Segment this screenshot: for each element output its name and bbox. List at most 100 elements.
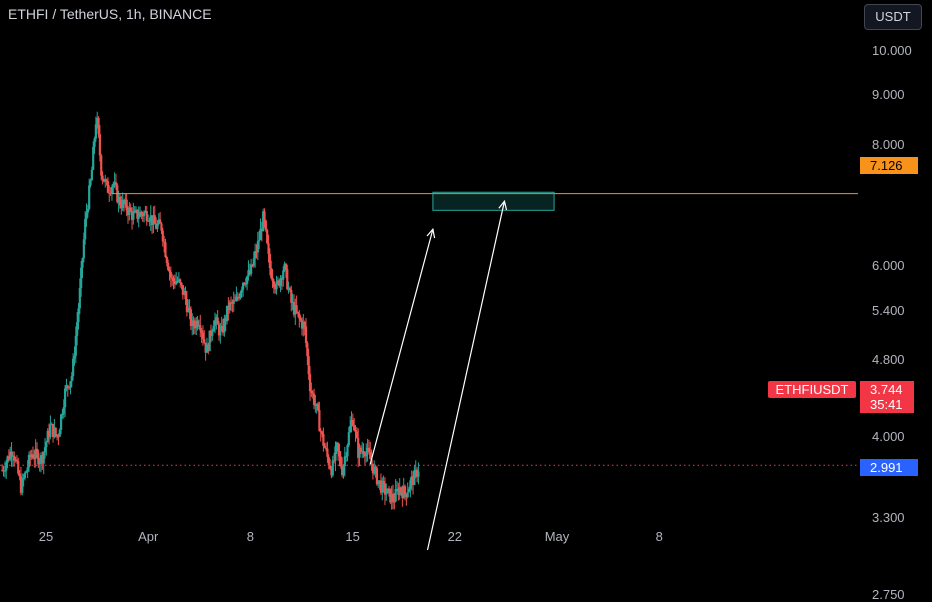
candle-body: [160, 223, 163, 231]
candle-body: [211, 331, 214, 336]
candle-body: [248, 270, 251, 274]
candle-body: [38, 462, 41, 465]
candle-body: [45, 442, 48, 448]
candle-body: [114, 182, 118, 186]
candle-body: [78, 287, 81, 309]
candle-body: [140, 212, 143, 214]
candle-body: [213, 320, 217, 326]
candle-body: [201, 332, 205, 339]
candle-body: [104, 179, 107, 182]
currency-button[interactable]: USDT: [864, 4, 922, 30]
candle-body: [291, 301, 294, 303]
candle-body: [405, 494, 408, 498]
candle-body: [209, 330, 213, 336]
symbol-title: ETHFI / TetherUS, 1h, BINANCE: [8, 6, 212, 22]
candle-body: [417, 471, 420, 477]
candle-body: [136, 209, 139, 219]
candle-body: [1, 470, 4, 472]
candle-body: [399, 487, 403, 492]
candle-body: [233, 300, 237, 302]
candle-body: [37, 452, 40, 465]
candle-body: [334, 446, 337, 461]
candle-body: [394, 489, 397, 502]
candle-body: [105, 179, 108, 182]
candle-body: [268, 253, 271, 269]
candle-body: [88, 185, 91, 209]
candle-body: [109, 192, 112, 194]
candle-body: [61, 413, 64, 415]
candle-body: [15, 459, 19, 462]
candle-body: [101, 175, 104, 180]
candle-body: [124, 199, 127, 205]
candle-body: [203, 338, 206, 343]
time-axis-label: 8: [655, 529, 663, 544]
candle-body: [25, 471, 28, 473]
candle-body: [144, 211, 147, 213]
candle-body: [312, 393, 316, 405]
candle-body: [338, 451, 341, 457]
candle-body: [167, 262, 170, 270]
drawing-overlays-layer: [369, 191, 555, 550]
candle-body: [207, 344, 210, 352]
candle-body: [272, 281, 275, 287]
candle-body: [205, 344, 209, 353]
candle-body: [156, 224, 159, 229]
candle-body: [219, 329, 222, 336]
candle-body: [324, 447, 328, 449]
candle-body: [341, 466, 344, 476]
candle-body: [9, 451, 12, 460]
candle-body: [229, 302, 233, 304]
candle-body: [283, 263, 286, 271]
candle-body: [7, 456, 10, 460]
candle-body: [335, 442, 338, 447]
candle-body: [53, 427, 56, 437]
candle-body: [110, 186, 114, 194]
candle-body: [298, 313, 301, 319]
price-axis-label: 3.300: [872, 510, 905, 526]
candle-body: [310, 391, 313, 393]
candle-body: [181, 285, 184, 295]
candle-body: [176, 280, 179, 282]
candle-body: [295, 305, 298, 312]
candle-body: [175, 281, 178, 285]
candle-body: [23, 472, 27, 478]
candle-body: [97, 117, 100, 135]
price-chart[interactable]: [0, 0, 932, 550]
candle-body: [221, 326, 225, 333]
candle-body: [302, 322, 305, 329]
candle-body: [84, 219, 87, 240]
candle-body: [393, 501, 396, 503]
candle-body: [258, 239, 261, 242]
candle-body: [354, 430, 357, 432]
candle-body: [54, 427, 57, 435]
candle-body: [278, 280, 281, 286]
candle-body: [94, 124, 97, 139]
price-axis-label: 4.800: [872, 352, 905, 368]
candle-body: [255, 251, 258, 253]
candle-body: [266, 230, 269, 244]
candle-body: [13, 455, 16, 461]
candle-body: [51, 423, 55, 437]
candle-body: [276, 280, 279, 282]
candle-body: [320, 431, 324, 434]
candle-body: [319, 431, 322, 433]
candle-body: [142, 212, 146, 217]
candle-body: [58, 429, 61, 437]
candle-body: [303, 322, 306, 327]
price-axis-label: 10.000: [872, 42, 912, 58]
candle-body: [5, 462, 8, 471]
candle-body: [42, 452, 45, 464]
candle-body: [17, 461, 20, 474]
candle-body: [231, 302, 234, 304]
candle-body: [72, 358, 75, 376]
candle-body: [86, 208, 89, 213]
candle-body: [236, 296, 239, 298]
candle-body: [292, 301, 296, 315]
price-axis-label: 4.000: [872, 429, 905, 445]
candle-body: [68, 387, 71, 389]
candle-body: [232, 300, 235, 304]
candle-body: [387, 488, 391, 490]
candle-body: [50, 423, 53, 425]
candle-body: [224, 318, 227, 322]
candle-body: [19, 476, 23, 493]
